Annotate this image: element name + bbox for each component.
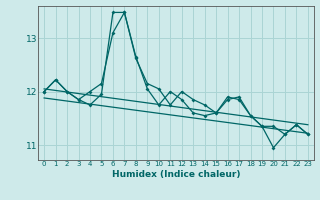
X-axis label: Humidex (Indice chaleur): Humidex (Indice chaleur) [112, 170, 240, 179]
